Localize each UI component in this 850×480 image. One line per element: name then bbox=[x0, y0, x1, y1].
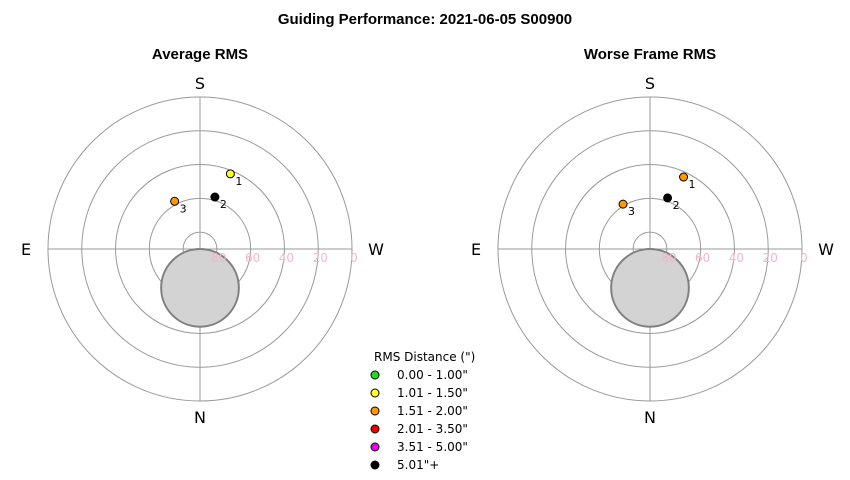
legend-swatch bbox=[370, 460, 380, 470]
altitude-tick-label: 20 bbox=[313, 251, 328, 265]
altitude-tick-label: 0 bbox=[800, 251, 808, 265]
direction-label-n: N bbox=[644, 408, 656, 427]
altitude-tick-label: 40 bbox=[729, 251, 744, 265]
legend-title: RMS Distance (") bbox=[374, 350, 475, 364]
altitude-tick-label: 80 bbox=[661, 251, 676, 265]
data-point-1 bbox=[679, 172, 689, 182]
data-point-2 bbox=[663, 193, 673, 203]
direction-label-e: E bbox=[21, 240, 31, 259]
legend-entry-label: 2.01 - 3.50" bbox=[397, 422, 468, 436]
obstruction-region bbox=[610, 248, 690, 328]
direction-label-w: W bbox=[368, 240, 384, 259]
legend-entry-label: 3.51 - 5.00" bbox=[397, 440, 468, 454]
altitude-tick-label: 40 bbox=[279, 251, 294, 265]
legend-swatch bbox=[370, 370, 380, 380]
data-point-2 bbox=[210, 192, 220, 202]
polar-panel-2: Worse Frame RMS 80 60 40 20 0 S N E W 12 3 bbox=[471, 46, 834, 427]
data-point-1 bbox=[225, 169, 235, 179]
direction-label-s: S bbox=[645, 74, 655, 93]
legend-entry-label: 0.00 - 1.00" bbox=[397, 368, 468, 382]
legend-entry-label: 5.01"+ bbox=[397, 458, 439, 472]
data-point-label-1: 1 bbox=[235, 175, 242, 188]
data-point-label-2: 2 bbox=[673, 199, 680, 212]
data-point-label-3: 3 bbox=[628, 205, 635, 218]
altitude-tick-label: 0 bbox=[350, 251, 358, 265]
direction-label-s: S bbox=[195, 74, 205, 93]
data-point-label-3: 3 bbox=[180, 202, 187, 215]
legend-swatch bbox=[370, 406, 380, 416]
legend: RMS Distance (") 0.00 - 1.00" 1.01 - 1.50"… bbox=[370, 350, 475, 472]
altitude-tick-label: 60 bbox=[245, 251, 260, 265]
data-point-label-1: 1 bbox=[689, 178, 696, 191]
legend-swatch bbox=[370, 424, 380, 434]
obstruction-region bbox=[160, 248, 240, 328]
panel-title: Average RMS bbox=[152, 46, 248, 63]
data-point-3 bbox=[618, 199, 628, 209]
legend-entry-label: 1.01 - 1.50" bbox=[397, 386, 468, 400]
altitude-tick-label: 60 bbox=[695, 251, 710, 265]
data-point-3 bbox=[170, 196, 180, 206]
direction-label-n: N bbox=[194, 408, 206, 427]
altitude-tick-label: 80 bbox=[211, 251, 226, 265]
polar-panel-1: Average RMS 80 60 40 20 0 S N E W 12 3 bbox=[21, 46, 384, 427]
legend-entry-label: 1.51 - 2.00" bbox=[397, 404, 468, 418]
altitude-tick-label: 20 bbox=[763, 251, 778, 265]
direction-label-e: E bbox=[471, 240, 481, 259]
data-point-label-2: 2 bbox=[220, 198, 227, 211]
panel-title: Worse Frame RMS bbox=[584, 46, 716, 63]
legend-swatch bbox=[370, 388, 380, 398]
legend-swatch bbox=[370, 442, 380, 452]
chart-title: Guiding Performance: 2021-06-05 S00900 bbox=[278, 11, 572, 28]
direction-label-w: W bbox=[818, 240, 834, 259]
